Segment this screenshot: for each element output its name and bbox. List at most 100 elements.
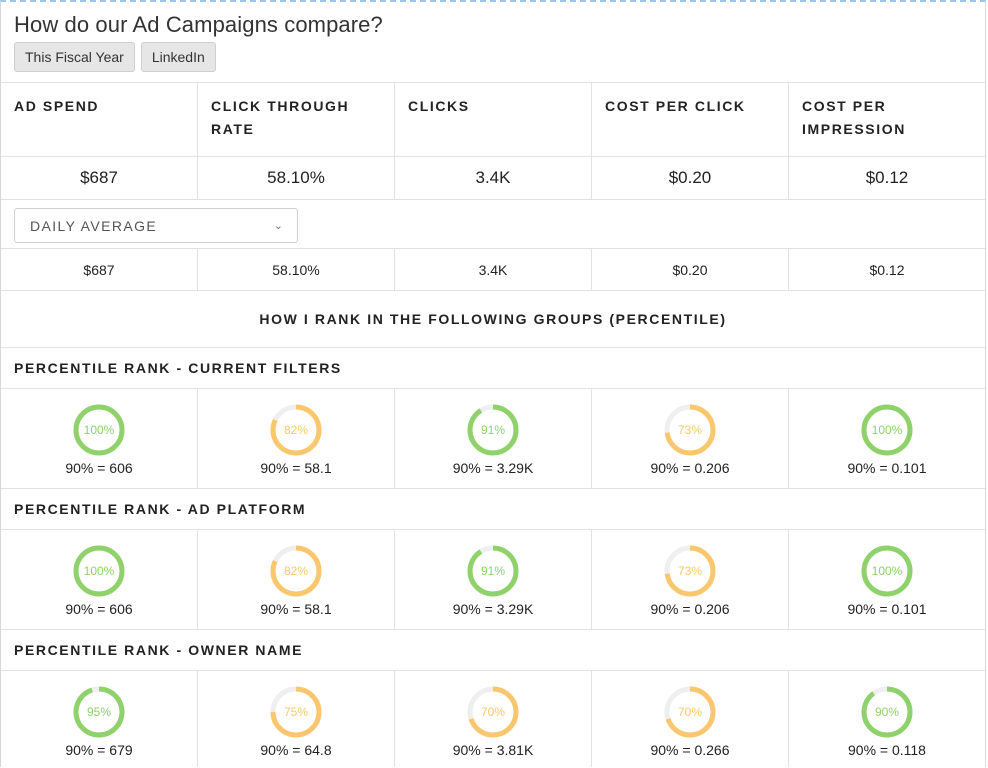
gauge-caption: 90% = 606 bbox=[65, 601, 133, 617]
gauge-caption: 90% = 58.1 bbox=[260, 460, 332, 476]
gauge-caption: 90% = 64.8 bbox=[260, 742, 332, 758]
percentile-gauge: 100% bbox=[73, 545, 125, 597]
gauge-cell: 91% 90% = 3.29K bbox=[395, 530, 592, 629]
percentile-groups: PERCENTILE RANK - CURRENT FILTERS 100% 90%… bbox=[1, 348, 985, 767]
gauge-caption: 90% = 3.81K bbox=[452, 742, 534, 758]
gauge-percent-label: 75% bbox=[284, 705, 308, 719]
panel-header: How do our Ad Campaigns compare? This Fi… bbox=[1, 2, 985, 83]
gauge-cell: 100% 90% = 0.101 bbox=[789, 530, 985, 629]
percentile-gauge: 73% bbox=[664, 404, 716, 456]
gauge-percent-label: 82% bbox=[284, 564, 308, 578]
percentile-gauge: 95% bbox=[73, 686, 125, 738]
gauge-arc bbox=[270, 404, 322, 456]
gauge-caption: 90% = 0.118 bbox=[848, 742, 926, 758]
gauge-percent-label: 100% bbox=[84, 423, 115, 437]
percentile-gauge: 100% bbox=[861, 404, 913, 456]
totals-row: $687 58.10% 3.4K $0.20 $0.12 bbox=[1, 157, 985, 200]
avg-clicks: 3.4K bbox=[395, 249, 592, 290]
gauge-arc bbox=[270, 686, 322, 738]
avg-ctr: 58.10% bbox=[198, 249, 395, 290]
gauge-arc bbox=[861, 545, 913, 597]
gauge-row: 100% 90% = 606 82% 90% = 58.1 91% 90% = 3.29K… bbox=[1, 530, 985, 630]
gauge-arc bbox=[467, 545, 519, 597]
gauge-row: 95% 90% = 679 75% 90% = 64.8 70% 90% = 3.81K 7… bbox=[1, 671, 985, 767]
gauge-cell: 95% 90% = 679 bbox=[1, 671, 198, 767]
column-header-ad-spend: AD SPEND bbox=[1, 83, 198, 156]
gauge-caption: 90% = 58.1 bbox=[260, 601, 332, 617]
gauge-caption: 90% = 0.206 bbox=[650, 460, 730, 476]
gauge-percent-label: 100% bbox=[84, 564, 115, 578]
percentile-gauge: 90% bbox=[861, 686, 913, 738]
gauge-caption: 90% = 3.29K bbox=[452, 601, 534, 617]
average-period-select[interactable]: DAILY AVERAGE ⌄ bbox=[14, 208, 298, 243]
percentile-gauge: 82% bbox=[270, 545, 322, 597]
percentile-gauge: 100% bbox=[73, 404, 125, 456]
column-header-clicks: CLICKS bbox=[395, 83, 592, 156]
gauge-arc bbox=[467, 404, 519, 456]
gauge-row: 100% 90% = 606 82% 90% = 58.1 91% 90% = 3.29K… bbox=[1, 389, 985, 489]
gauge-caption: 90% = 0.206 bbox=[650, 601, 730, 617]
gauge-caption: 90% = 0.101 bbox=[847, 460, 927, 476]
gauge-arc bbox=[664, 545, 716, 597]
gauge-cell: 75% 90% = 64.8 bbox=[198, 671, 395, 767]
filter-chips: This Fiscal Year LinkedIn bbox=[14, 42, 985, 72]
gauge-caption: 90% = 679 bbox=[65, 742, 133, 758]
filter-fiscal-year[interactable]: This Fiscal Year bbox=[14, 42, 135, 72]
average-select-row: DAILY AVERAGE ⌄ bbox=[1, 200, 985, 249]
percentile-gauge: 82% bbox=[270, 404, 322, 456]
total-cpi: $0.12 bbox=[865, 168, 909, 187]
gauge-caption: 90% = 0.101 bbox=[847, 601, 927, 617]
percentile-gauge: 100% bbox=[861, 545, 913, 597]
gauge-percent-label: 91% bbox=[481, 423, 505, 437]
column-header-cpc: COST PER CLICK bbox=[592, 83, 789, 156]
avg-cpc: $0.20 bbox=[592, 249, 789, 290]
gauge-arc bbox=[861, 686, 913, 738]
gauge-cell: 90% 90% = 0.118 bbox=[789, 671, 985, 767]
total-ad-spend: $687 bbox=[1, 157, 198, 199]
percentile-gauge: 91% bbox=[467, 404, 519, 456]
gauge-cell: 91% 90% = 3.29K bbox=[395, 389, 592, 488]
gauge-cell: 73% 90% = 0.206 bbox=[592, 389, 789, 488]
gauge-arc bbox=[861, 404, 913, 456]
gauge-percent-label: 100% bbox=[872, 564, 903, 578]
gauge-arc bbox=[73, 404, 125, 456]
column-header-cpi: COST PER IMPRESSION bbox=[802, 98, 906, 137]
gauge-arc bbox=[270, 545, 322, 597]
gauge-caption: 90% = 606 bbox=[65, 460, 133, 476]
percentile-gauge: 73% bbox=[664, 545, 716, 597]
gauge-percent-label: 90% bbox=[875, 705, 899, 719]
gauge-percent-label: 70% bbox=[481, 705, 505, 719]
gauge-arc bbox=[73, 545, 125, 597]
percentile-gauge: 70% bbox=[467, 686, 519, 738]
gauge-cell: 82% 90% = 58.1 bbox=[198, 389, 395, 488]
gauge-cell: 100% 90% = 0.101 bbox=[789, 389, 985, 488]
rank-section-title: HOW I RANK IN THE FOLLOWING GROUPS (PERC… bbox=[1, 291, 985, 348]
gauge-arc bbox=[664, 404, 716, 456]
gauge-percent-label: 73% bbox=[678, 423, 702, 437]
group-label: PERCENTILE RANK - OWNER NAME bbox=[1, 630, 985, 671]
page-title: How do our Ad Campaigns compare? bbox=[14, 12, 383, 37]
avg-ad-spend: $687 bbox=[1, 249, 198, 290]
gauge-percent-label: 100% bbox=[872, 423, 903, 437]
total-clicks: 3.4K bbox=[395, 157, 592, 199]
gauge-caption: 90% = 0.266 bbox=[650, 742, 730, 758]
gauge-cell: 100% 90% = 606 bbox=[1, 389, 198, 488]
averages-row: $687 58.10% 3.4K $0.20 $0.12 bbox=[1, 249, 985, 291]
gauge-cell: 70% 90% = 0.266 bbox=[592, 671, 789, 767]
gauge-percent-label: 82% bbox=[284, 423, 308, 437]
gauge-cell: 82% 90% = 58.1 bbox=[198, 530, 395, 629]
gauge-percent-label: 70% bbox=[678, 705, 702, 719]
gauge-arc bbox=[467, 686, 519, 738]
percentile-gauge: 75% bbox=[270, 686, 322, 738]
gauge-caption: 90% = 3.29K bbox=[452, 460, 534, 476]
gauge-cell: 100% 90% = 606 bbox=[1, 530, 198, 629]
filter-platform[interactable]: LinkedIn bbox=[140, 42, 216, 72]
gauge-arc bbox=[664, 686, 716, 738]
metrics-header-row: AD SPEND CLICK THROUGH RATE CLICKS COST … bbox=[1, 83, 985, 157]
gauge-percent-label: 91% bbox=[481, 564, 505, 578]
gauge-percent-label: 73% bbox=[678, 564, 702, 578]
group-label: PERCENTILE RANK - AD PLATFORM bbox=[1, 489, 985, 530]
avg-cpi: $0.12 bbox=[869, 261, 905, 278]
gauge-percent-label: 95% bbox=[87, 705, 111, 719]
